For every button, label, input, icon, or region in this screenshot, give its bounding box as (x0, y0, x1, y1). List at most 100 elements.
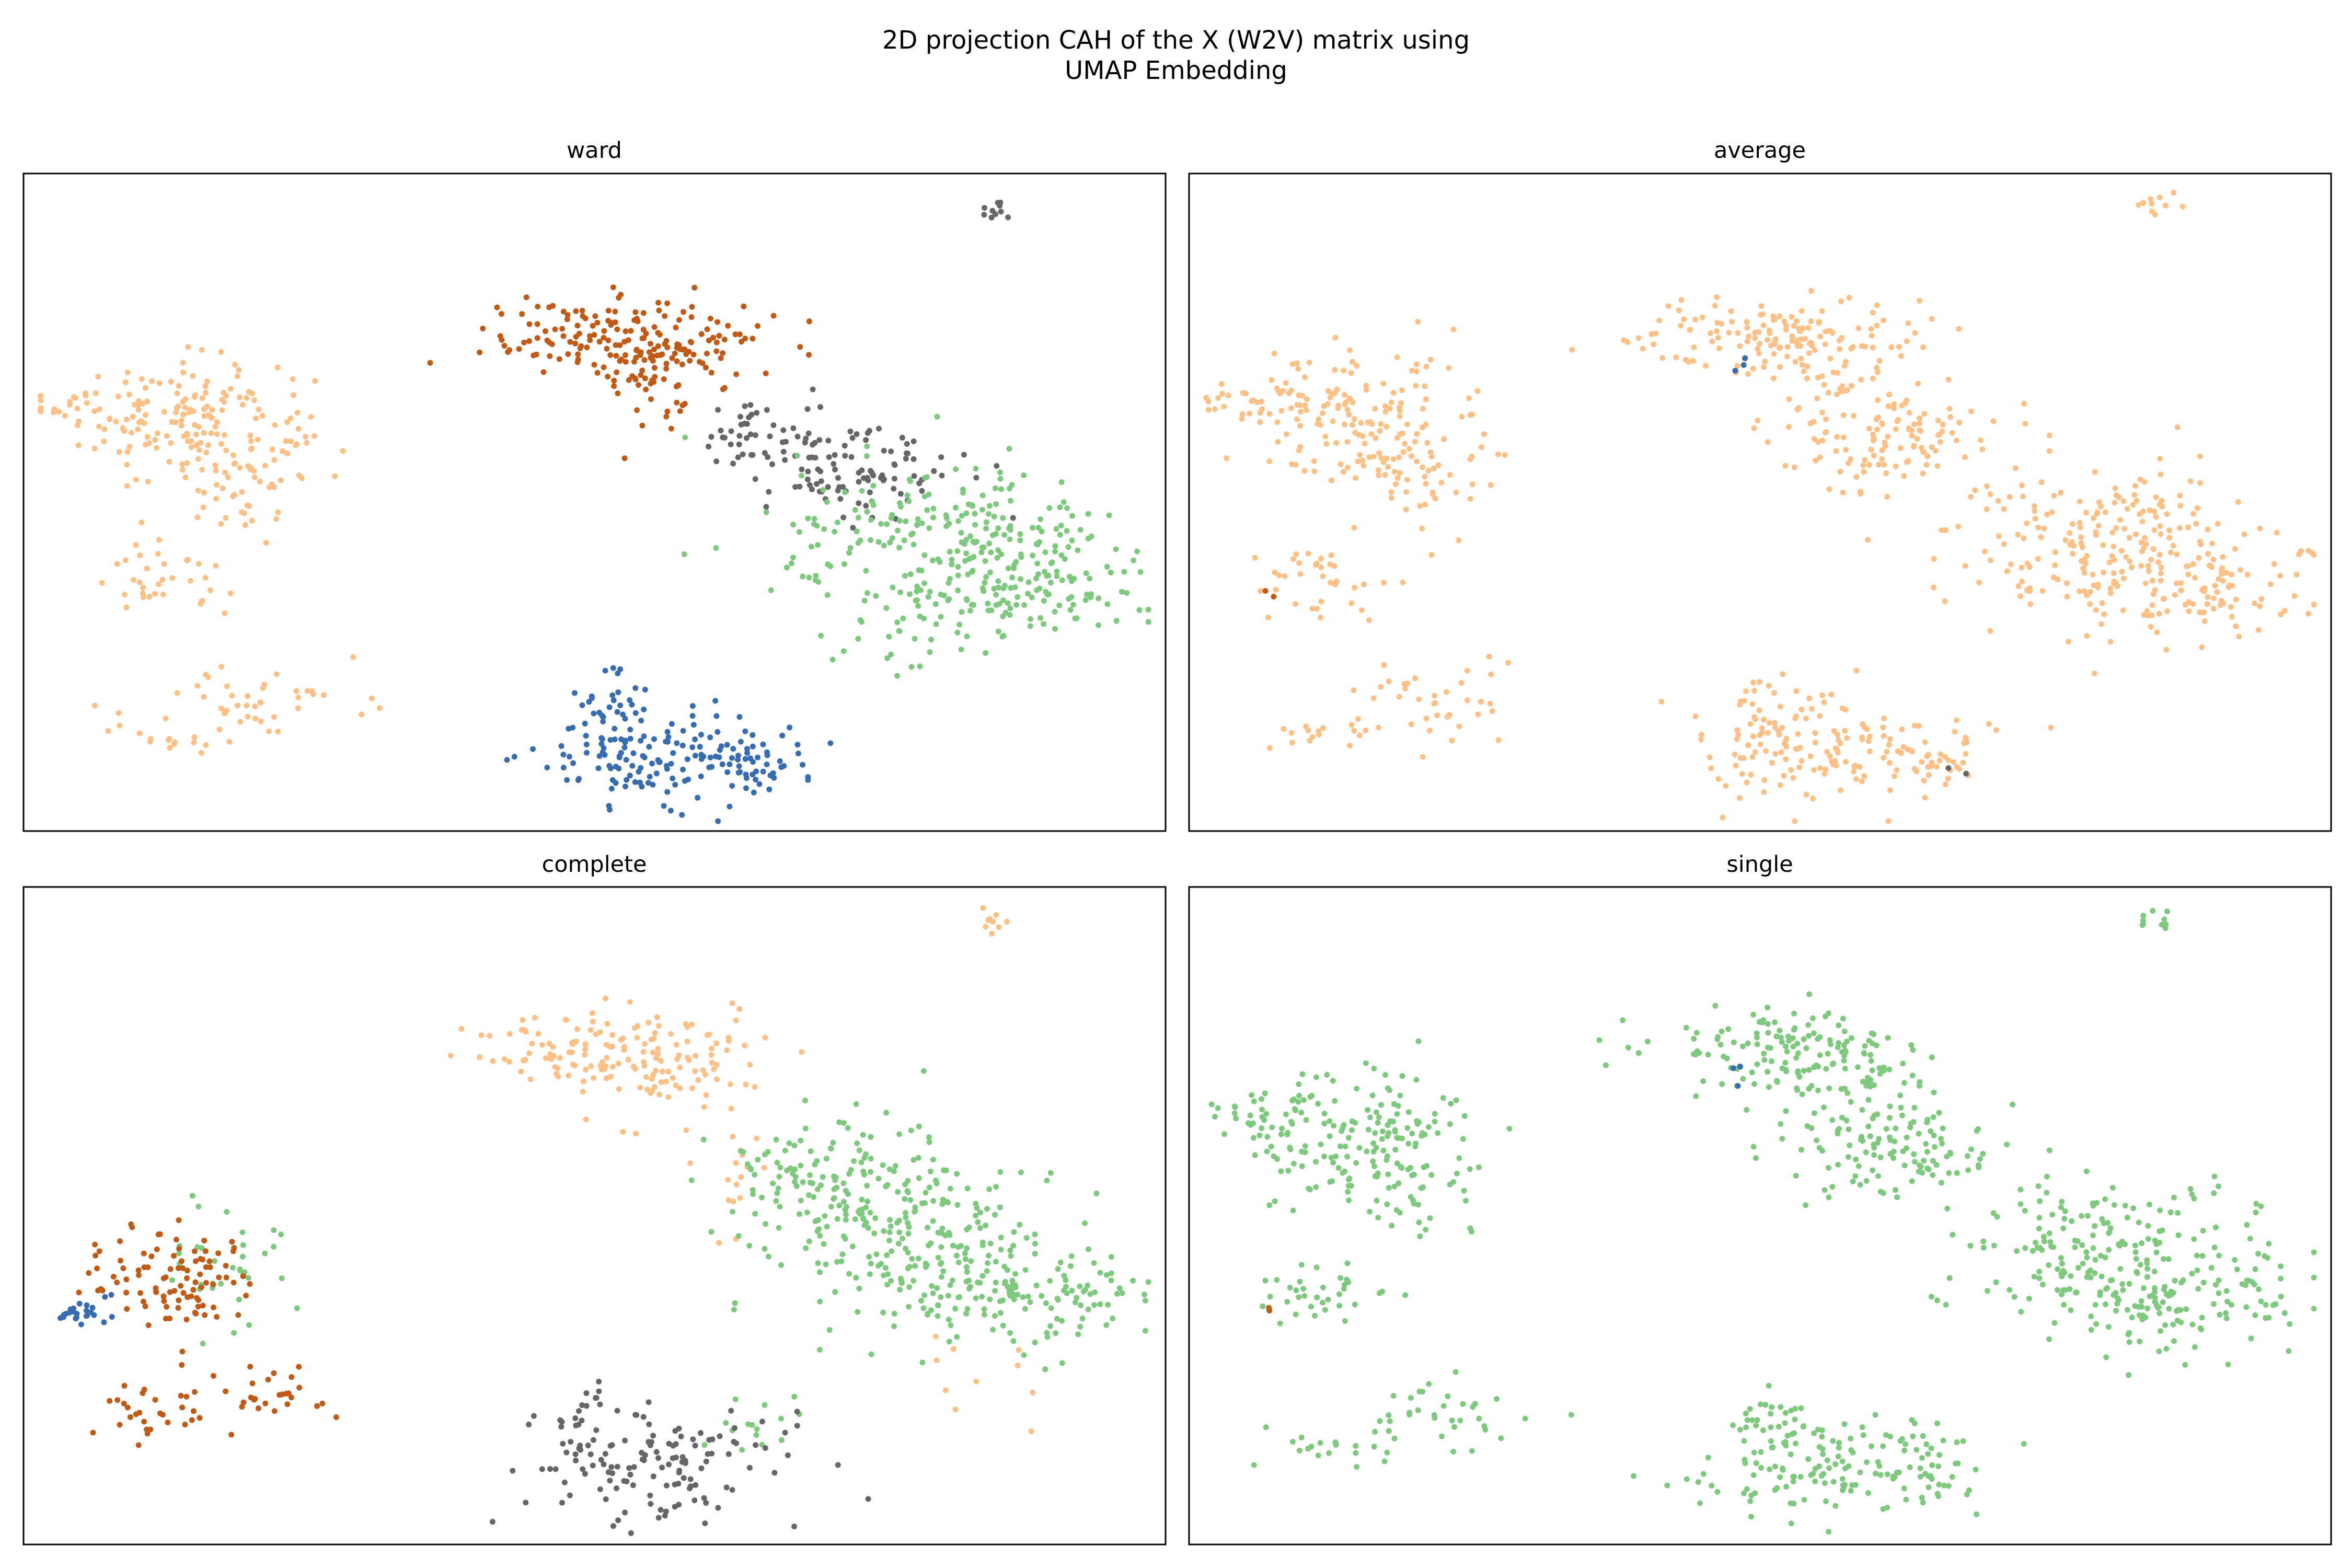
scatter-point-grey (825, 484, 831, 490)
scatter-point-orange (1375, 467, 1381, 474)
scatter-point-grey (552, 1466, 559, 1472)
scatter-point-green (1010, 1242, 1017, 1249)
scatter-point-green (2022, 1207, 2028, 1214)
scatter-point-orange (1447, 471, 1453, 478)
scatter-point-orange (1735, 732, 1742, 738)
scatter-point-green (1131, 557, 1137, 563)
scatter-point-orange (1297, 444, 1303, 450)
scatter-point-orange (1357, 452, 1363, 458)
scatter-point-blue (778, 764, 785, 770)
scatter-point-orange (236, 394, 243, 400)
scatter-point-orange (280, 448, 286, 454)
scatter-point-blue (570, 760, 576, 766)
scatter-point-green (2216, 1290, 2222, 1296)
scatter-point-green (809, 544, 814, 550)
scatter-point-grey (663, 1482, 670, 1489)
scatter-point-green (1001, 532, 1008, 538)
scatter-point-green (896, 1217, 902, 1224)
scatter-point-orange (214, 419, 220, 425)
scatter-point-brown (228, 1432, 235, 1438)
scatter-point-blue (760, 768, 766, 775)
scatter-point-green (1753, 1460, 1759, 1466)
scatter-point-orange (235, 702, 240, 709)
scatter-point-brown (565, 351, 571, 357)
scatter-point-orange (2126, 535, 2132, 541)
scatter-point-green (798, 1197, 804, 1204)
scatter-point-grey (526, 1422, 532, 1427)
scatter-point-blue (595, 765, 602, 771)
scatter-point-orange (269, 481, 275, 488)
scatter-point-grey (572, 1415, 579, 1421)
scatter-point-orange (1936, 757, 1943, 764)
scatter-point-green (2036, 1226, 2042, 1232)
scatter-point-green (988, 607, 995, 614)
scatter-point-orange (227, 386, 234, 392)
scatter-point-orange (312, 433, 317, 439)
scatter-point-green (1232, 1104, 1238, 1110)
scatter-point-orange (185, 344, 191, 350)
scatter-point-green (1085, 511, 1091, 517)
scatter-point-orange (1257, 419, 1263, 425)
scatter-point-green (1088, 594, 1094, 601)
scatter-point-green (1884, 1471, 1890, 1478)
scatter-point-green (1941, 1482, 1947, 1489)
scatter-point-brown (265, 1377, 271, 1383)
scatter-point-green (806, 1238, 812, 1244)
scatter-point-green (843, 1217, 849, 1223)
scatter-point-green (869, 499, 875, 505)
scatter-point-orange (2124, 506, 2130, 512)
scatter-point-green (1967, 1243, 1974, 1249)
scatter-point-grey (1963, 770, 1969, 777)
scatter-point-brown (526, 321, 533, 327)
scatter-point-orange (1381, 662, 1387, 668)
scatter-point-orange (2271, 561, 2277, 567)
scatter-point-green (895, 1189, 901, 1195)
scatter-point-brown (167, 1289, 173, 1295)
scatter-point-green (966, 1277, 972, 1284)
scatter-point-green (1338, 1275, 1344, 1281)
scatter-point-green (904, 492, 910, 499)
scatter-point-green (1119, 589, 1125, 595)
scatter-point-green (1765, 1030, 1771, 1036)
scatter-point-green (1259, 1125, 1265, 1132)
scatter-point-orange (627, 999, 633, 1005)
scatter-point-orange (1744, 319, 1750, 325)
scatter-point-green (854, 1140, 860, 1146)
scatter-point-brown (710, 335, 716, 341)
scatter-point-green (947, 549, 953, 555)
scatter-point-green (1929, 1054, 1935, 1060)
scatter-point-green (1805, 1456, 1812, 1462)
scatter-point-green (1916, 1131, 1922, 1137)
scatter-point-green (1082, 1220, 1088, 1226)
scatter-point-green (2145, 1265, 2151, 1272)
scatter-point-blue (618, 750, 624, 756)
scatter-point-green (2036, 1215, 2043, 1221)
scatter-point-green (2055, 1287, 2060, 1293)
scatter-point-orange (2092, 469, 2098, 475)
scatter-point-green (889, 535, 895, 541)
scatter-point-orange (91, 408, 98, 414)
scatter-point-orange (2080, 565, 2086, 571)
scatter-point-blue (641, 754, 648, 760)
scatter-point-orange (933, 1357, 940, 1364)
scatter-point-green (941, 592, 947, 598)
scatter-point-orange (1757, 341, 1763, 347)
scatter-point-green (1934, 1491, 1941, 1497)
scatter-point-orange (1837, 469, 1843, 475)
scatter-point-orange (178, 418, 185, 423)
scatter-point-brown (720, 386, 726, 393)
scatter-point-green (1085, 1282, 1091, 1288)
scatter-point-green (1451, 1424, 1457, 1430)
scatter-point-orange (1795, 337, 1801, 343)
scatter-point-orange (1808, 287, 1814, 294)
scatter-point-green (1816, 1463, 1823, 1469)
scatter-point-brown (612, 308, 618, 315)
scatter-point-green (2046, 1230, 2053, 1237)
scatter-point-green (1337, 1143, 1343, 1149)
scatter-point-green (1290, 1207, 1296, 1214)
scatter-point-brown (249, 1380, 256, 1387)
scatter-point-grey (939, 472, 945, 479)
scatter-point-grey (641, 1457, 647, 1463)
scatter-point-orange (1859, 736, 1865, 742)
scatter-point-green (805, 515, 811, 522)
